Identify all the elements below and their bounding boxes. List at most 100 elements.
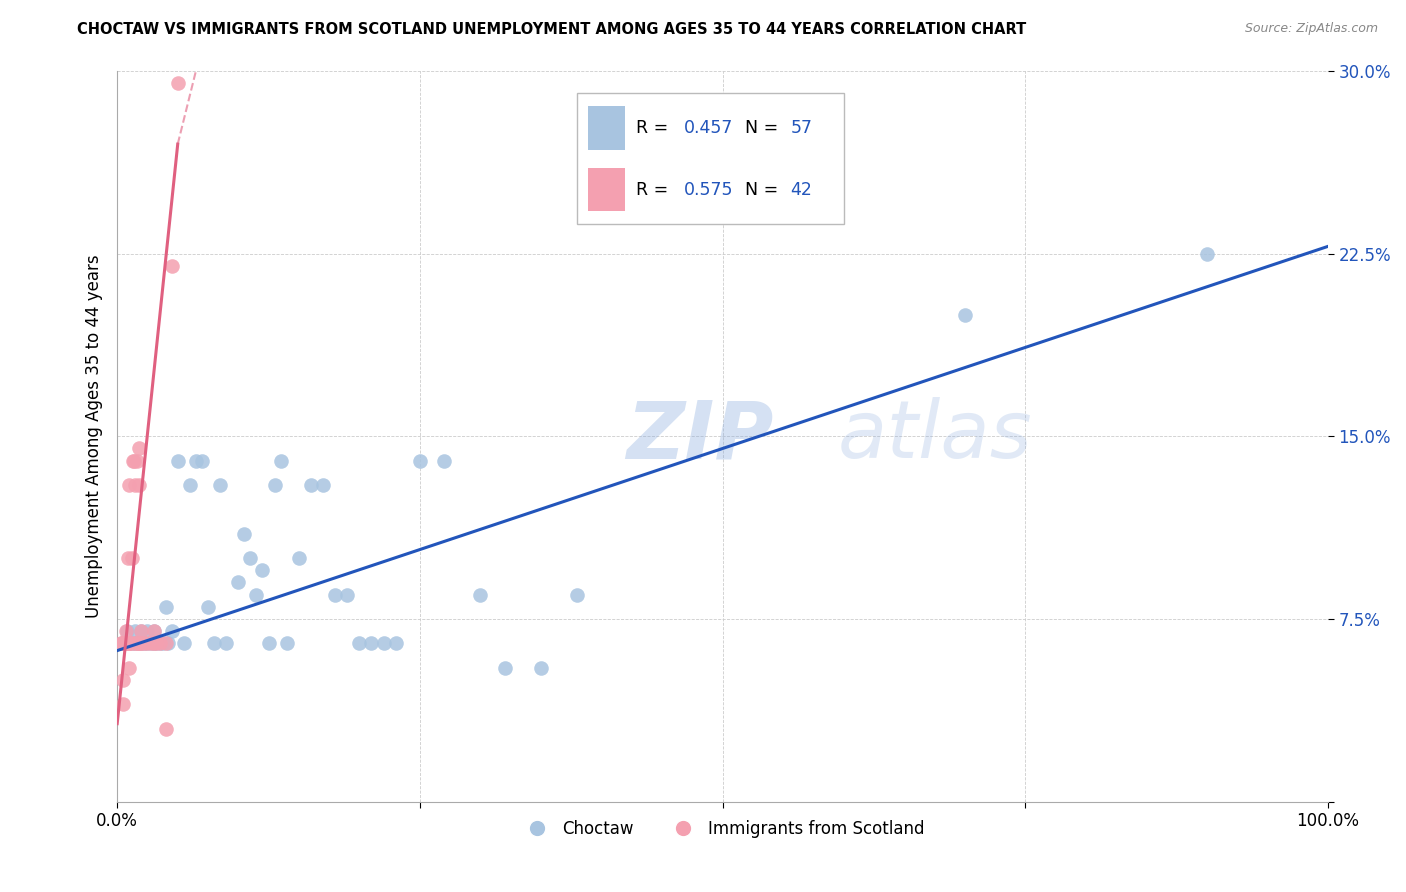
- Point: [197, 599, 219, 614]
- Point: [114, 624, 136, 639]
- Point: [112, 636, 135, 650]
- Point: [349, 636, 371, 650]
- Point: [115, 636, 138, 650]
- Point: [125, 636, 148, 650]
- Point: [118, 636, 141, 650]
- Point: [118, 636, 141, 650]
- Point: [114, 636, 136, 650]
- Point: [129, 636, 152, 650]
- Point: [155, 599, 177, 614]
- Point: [160, 624, 183, 639]
- Point: [132, 636, 155, 650]
- Text: Source: ZipAtlas.com: Source: ZipAtlas.com: [1244, 22, 1378, 36]
- Text: ZIP: ZIP: [626, 397, 773, 475]
- Point: [614, 149, 637, 163]
- Point: [155, 636, 177, 650]
- Point: [288, 551, 311, 566]
- Point: [124, 624, 146, 639]
- Point: [209, 478, 232, 492]
- Point: [131, 624, 153, 639]
- Point: [312, 478, 335, 492]
- Point: [299, 478, 322, 492]
- Point: [202, 636, 225, 650]
- Point: [1195, 246, 1218, 260]
- Point: [128, 636, 150, 650]
- Point: [336, 588, 359, 602]
- Point: [263, 478, 285, 492]
- Point: [360, 636, 382, 650]
- Point: [112, 636, 135, 650]
- Point: [124, 636, 146, 650]
- Point: [184, 453, 207, 467]
- Point: [142, 636, 165, 650]
- Point: [142, 624, 165, 639]
- Point: [215, 636, 238, 650]
- Point: [166, 453, 188, 467]
- Point: [121, 636, 143, 650]
- Point: [160, 259, 183, 273]
- Point: [384, 636, 406, 650]
- Point: [131, 636, 153, 650]
- Point: [124, 478, 146, 492]
- Text: atlas: atlas: [838, 397, 1032, 475]
- Point: [494, 660, 516, 674]
- Point: [112, 673, 135, 687]
- Point: [118, 636, 141, 650]
- Point: [470, 588, 492, 602]
- Point: [270, 453, 292, 467]
- Point: [112, 697, 135, 711]
- Point: [132, 636, 155, 650]
- Point: [373, 636, 395, 650]
- Point: [148, 636, 170, 650]
- Point: [139, 636, 162, 650]
- Point: [142, 624, 165, 639]
- Y-axis label: Unemployment Among Ages 35 to 44 years: Unemployment Among Ages 35 to 44 years: [86, 254, 103, 618]
- Point: [257, 636, 280, 650]
- Point: [117, 551, 139, 566]
- Point: [131, 636, 153, 650]
- Point: [166, 76, 188, 90]
- Point: [145, 636, 167, 650]
- Point: [245, 588, 267, 602]
- Legend: Choctaw, Immigrants from Scotland: Choctaw, Immigrants from Scotland: [513, 813, 932, 845]
- Point: [118, 636, 141, 650]
- Text: CHOCTAW VS IMMIGRANTS FROM SCOTLAND UNEMPLOYMENT AMONG AGES 35 TO 44 YEARS CORRE: CHOCTAW VS IMMIGRANTS FROM SCOTLAND UNEM…: [77, 22, 1026, 37]
- Point: [252, 563, 274, 577]
- Point: [409, 453, 432, 467]
- Point: [155, 722, 177, 736]
- Point: [111, 636, 134, 650]
- Point: [148, 636, 170, 650]
- Point: [118, 478, 141, 492]
- Point: [226, 575, 249, 590]
- Point: [110, 636, 132, 650]
- Point: [112, 636, 135, 650]
- Point: [145, 636, 167, 650]
- Point: [142, 636, 165, 650]
- Point: [122, 453, 145, 467]
- Point: [433, 453, 456, 467]
- Point: [136, 636, 159, 650]
- Point: [139, 636, 162, 650]
- Point: [173, 636, 195, 650]
- Point: [530, 660, 553, 674]
- Point: [124, 636, 146, 650]
- Point: [128, 478, 150, 492]
- Point: [136, 636, 159, 650]
- Point: [323, 588, 346, 602]
- Point: [122, 453, 145, 467]
- Point: [136, 624, 159, 639]
- Point: [125, 453, 148, 467]
- Point: [567, 588, 589, 602]
- Point: [191, 453, 214, 467]
- Point: [115, 636, 138, 650]
- Point: [953, 308, 976, 322]
- Point: [128, 442, 150, 456]
- Point: [127, 636, 149, 650]
- Point: [152, 636, 174, 650]
- Point: [115, 624, 138, 639]
- Point: [157, 636, 180, 650]
- Point: [179, 478, 201, 492]
- Point: [121, 636, 143, 650]
- Point: [114, 636, 136, 650]
- Point: [239, 551, 262, 566]
